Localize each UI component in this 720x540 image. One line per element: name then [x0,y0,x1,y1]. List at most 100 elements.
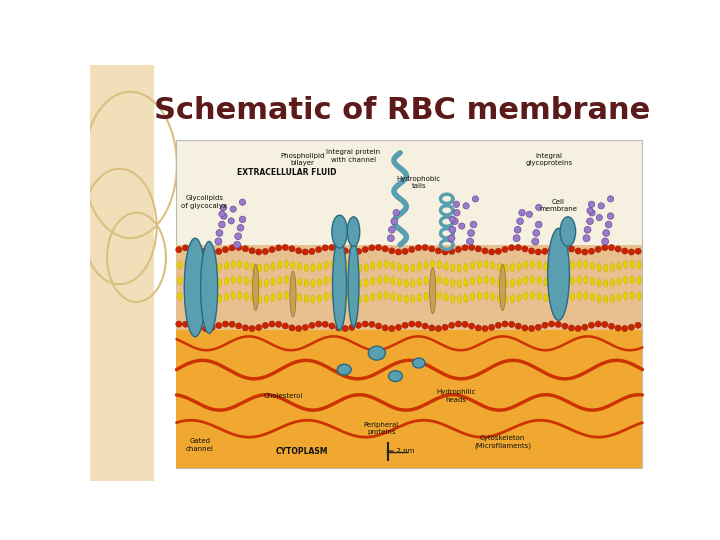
Ellipse shape [557,279,562,287]
Circle shape [608,323,615,329]
Ellipse shape [344,277,348,285]
Ellipse shape [424,261,428,269]
Circle shape [235,323,242,329]
Ellipse shape [597,264,601,272]
Circle shape [395,249,402,255]
Circle shape [216,230,223,237]
Circle shape [402,322,408,328]
Ellipse shape [410,295,415,303]
Ellipse shape [397,263,402,271]
Circle shape [249,248,255,254]
Ellipse shape [357,295,361,303]
Circle shape [322,321,328,327]
Ellipse shape [211,279,215,287]
Ellipse shape [231,260,235,268]
Circle shape [342,248,348,254]
Ellipse shape [284,275,289,284]
Circle shape [575,248,581,254]
Ellipse shape [577,292,581,300]
Ellipse shape [603,264,608,272]
Circle shape [269,321,275,327]
Circle shape [495,322,501,328]
Text: Integral
glycoproteins: Integral glycoproteins [526,153,573,166]
Ellipse shape [271,294,275,302]
Circle shape [475,325,482,331]
Ellipse shape [570,261,575,269]
Circle shape [451,218,458,225]
Circle shape [209,325,215,330]
Ellipse shape [410,279,415,287]
Circle shape [229,321,235,327]
Text: Gated
channel: Gated channel [186,438,214,452]
Circle shape [453,201,459,207]
Ellipse shape [444,293,448,301]
Ellipse shape [584,260,588,268]
Circle shape [409,246,415,253]
Circle shape [602,238,608,245]
Ellipse shape [523,276,528,284]
Circle shape [621,326,628,332]
Ellipse shape [332,215,347,248]
Ellipse shape [630,275,634,284]
Ellipse shape [391,292,395,300]
Ellipse shape [630,260,634,268]
Circle shape [608,245,615,251]
Circle shape [555,245,562,251]
Circle shape [428,325,435,331]
Ellipse shape [184,292,189,300]
Circle shape [237,225,244,231]
Bar [176,140,642,468]
Circle shape [228,218,234,224]
Circle shape [602,245,608,251]
Ellipse shape [371,262,375,270]
Circle shape [589,210,595,216]
Ellipse shape [238,292,242,300]
Ellipse shape [490,277,495,285]
Ellipse shape [251,279,255,287]
Ellipse shape [351,264,355,272]
Ellipse shape [504,279,508,287]
Ellipse shape [564,263,568,271]
Circle shape [422,323,428,329]
Ellipse shape [611,264,615,272]
Ellipse shape [204,295,209,303]
Ellipse shape [617,293,621,301]
Ellipse shape [564,294,568,302]
Circle shape [615,246,621,252]
Ellipse shape [570,276,575,285]
Ellipse shape [201,241,217,333]
Ellipse shape [297,293,302,301]
Circle shape [295,248,302,254]
Ellipse shape [444,278,448,286]
Circle shape [514,226,521,233]
Ellipse shape [330,292,335,300]
Ellipse shape [197,278,202,286]
Circle shape [196,246,202,252]
Circle shape [402,248,408,254]
Circle shape [342,326,348,332]
Ellipse shape [344,293,348,301]
Ellipse shape [204,264,209,272]
Circle shape [542,322,548,328]
Ellipse shape [497,263,501,271]
Circle shape [235,245,242,251]
Circle shape [395,325,402,330]
Circle shape [587,207,593,214]
Ellipse shape [238,276,242,284]
Ellipse shape [297,262,302,271]
Circle shape [582,324,588,330]
Ellipse shape [284,260,289,268]
Ellipse shape [197,262,202,270]
Ellipse shape [244,277,248,285]
Ellipse shape [497,294,501,302]
Ellipse shape [510,279,515,287]
Circle shape [588,201,595,207]
Ellipse shape [217,263,222,271]
Ellipse shape [224,277,228,285]
Circle shape [189,323,195,329]
Circle shape [262,248,269,254]
Ellipse shape [404,295,408,303]
Ellipse shape [457,264,462,272]
Ellipse shape [364,264,368,272]
Ellipse shape [437,261,441,269]
